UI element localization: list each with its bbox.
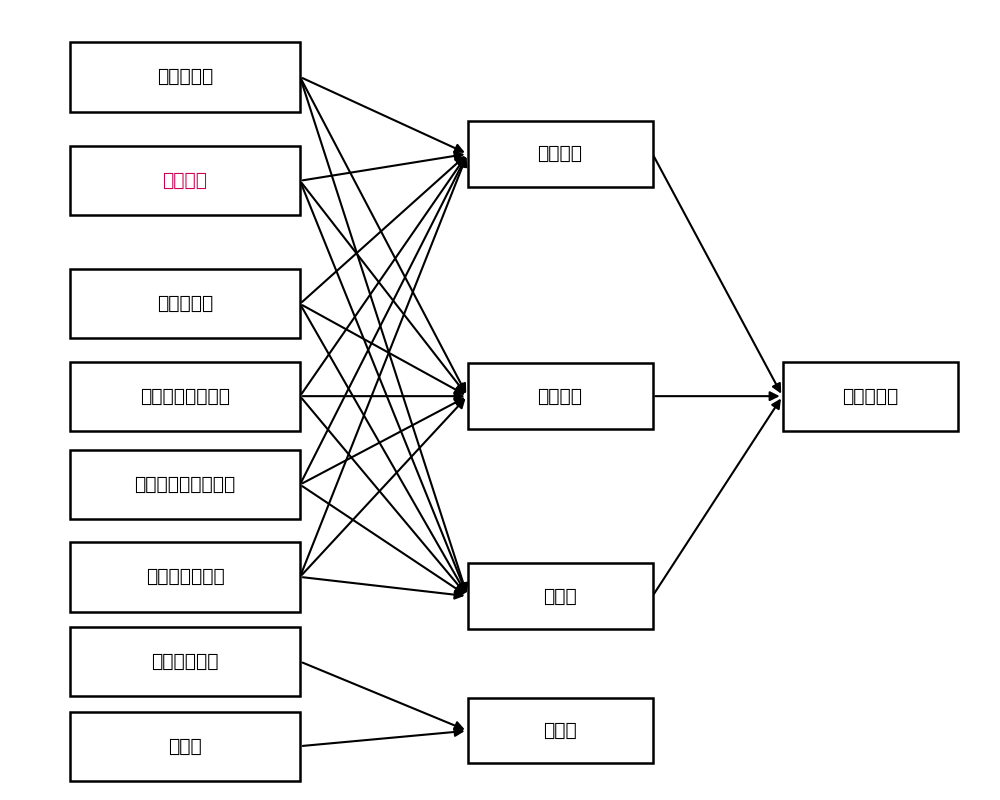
FancyBboxPatch shape [70,362,300,430]
FancyBboxPatch shape [70,270,300,338]
FancyBboxPatch shape [70,542,300,611]
FancyBboxPatch shape [782,362,958,430]
FancyBboxPatch shape [468,121,653,186]
Text: 分离器出口压力: 分离器出口压力 [146,567,224,586]
Text: 总质量: 总质量 [543,722,577,740]
Text: 给煤量: 给煤量 [168,737,202,756]
Text: 磨煤机进风量: 磨煤机进风量 [151,652,219,671]
Text: 风粉混合物: 风粉混合物 [842,386,898,406]
FancyBboxPatch shape [70,450,300,519]
FancyBboxPatch shape [70,146,300,215]
FancyBboxPatch shape [70,711,300,781]
FancyBboxPatch shape [468,563,653,629]
Text: 磨煤机进出口差压: 磨煤机进出口差压 [140,386,230,406]
Text: 风粉压力: 风粉压力 [538,386,582,406]
FancyBboxPatch shape [70,627,300,696]
FancyBboxPatch shape [468,698,653,763]
Text: 热一次风量: 热一次风量 [157,294,213,314]
Text: 风粉温度: 风粉温度 [538,144,582,163]
Text: 一次风温: 一次风温 [162,171,208,190]
FancyBboxPatch shape [468,363,653,429]
Text: 磨煤机出口煤粉温度: 磨煤机出口煤粉温度 [134,475,236,494]
Text: 冷一次风量: 冷一次风量 [157,67,213,86]
FancyBboxPatch shape [70,42,300,111]
Text: 总体积: 总体积 [543,586,577,606]
